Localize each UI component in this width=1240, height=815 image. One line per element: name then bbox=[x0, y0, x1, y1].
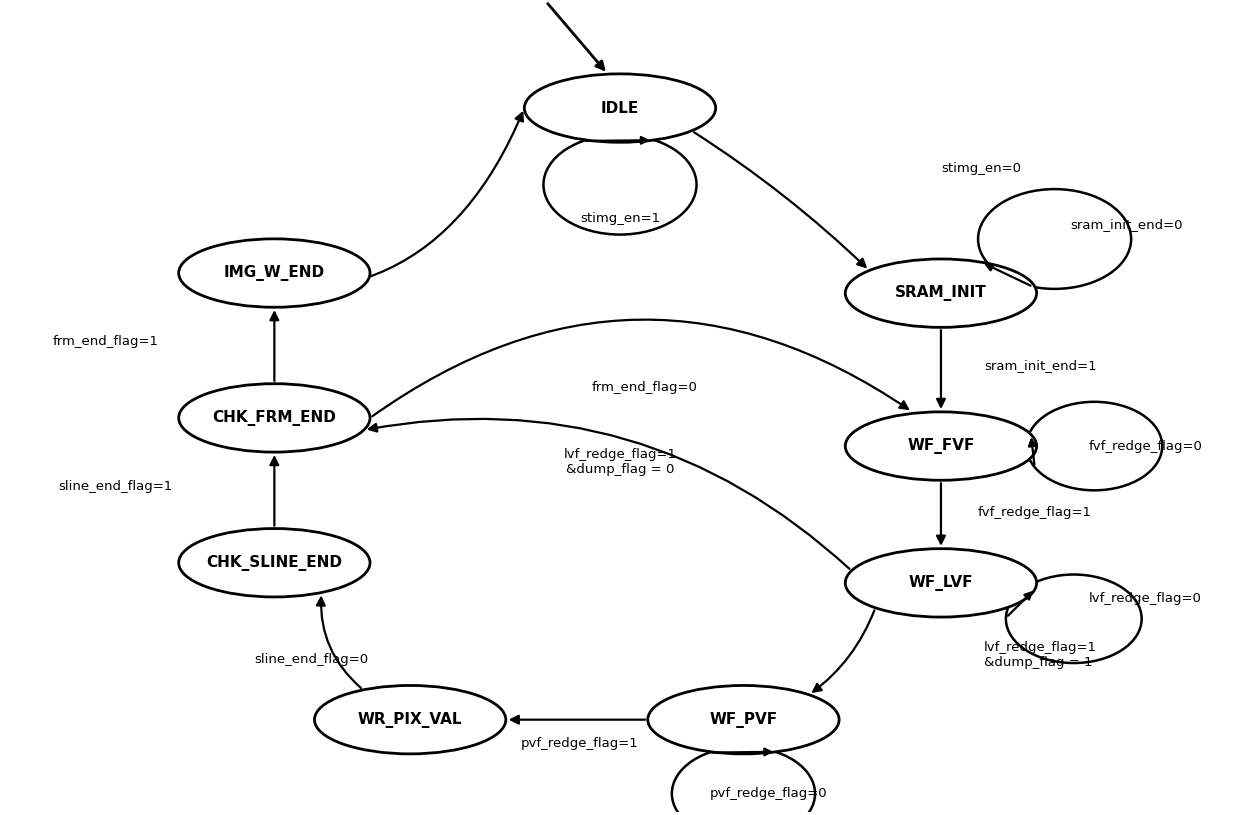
Text: frm_end_flag=1: frm_end_flag=1 bbox=[52, 335, 159, 348]
Text: frm_end_flag=0: frm_end_flag=0 bbox=[591, 381, 698, 394]
Ellipse shape bbox=[179, 239, 370, 307]
Text: sline_end_flag=0: sline_end_flag=0 bbox=[254, 653, 368, 666]
Text: fvf_redge_flag=1: fvf_redge_flag=1 bbox=[978, 505, 1092, 518]
Text: lvf_redge_flag=1
&dump_flag = 1: lvf_redge_flag=1 &dump_flag = 1 bbox=[985, 641, 1097, 669]
Text: WR_PIX_VAL: WR_PIX_VAL bbox=[358, 711, 463, 728]
Ellipse shape bbox=[647, 685, 839, 754]
Text: stimg_en=0: stimg_en=0 bbox=[941, 162, 1021, 175]
Text: sline_end_flag=1: sline_end_flag=1 bbox=[58, 480, 172, 493]
Text: lvf_redge_flag=0: lvf_redge_flag=0 bbox=[1089, 593, 1202, 606]
Text: WF_PVF: WF_PVF bbox=[709, 711, 777, 728]
Text: WF_LVF: WF_LVF bbox=[909, 575, 973, 591]
Text: CHK_SLINE_END: CHK_SLINE_END bbox=[206, 555, 342, 570]
Text: sram_init_end=0: sram_init_end=0 bbox=[1070, 218, 1183, 231]
Text: WF_FVF: WF_FVF bbox=[908, 438, 975, 454]
Text: stimg_en=1: stimg_en=1 bbox=[580, 212, 660, 225]
Text: pvf_redge_flag=1: pvf_redge_flag=1 bbox=[521, 738, 639, 751]
Ellipse shape bbox=[846, 548, 1037, 617]
Text: pvf_redge_flag=0: pvf_redge_flag=0 bbox=[709, 787, 827, 800]
Ellipse shape bbox=[179, 384, 370, 452]
Text: IDLE: IDLE bbox=[601, 100, 639, 116]
Text: fvf_redge_flag=0: fvf_redge_flag=0 bbox=[1089, 439, 1203, 452]
Ellipse shape bbox=[179, 529, 370, 597]
Text: CHK_FRM_END: CHK_FRM_END bbox=[212, 410, 336, 426]
Text: SRAM_INIT: SRAM_INIT bbox=[895, 285, 987, 302]
Ellipse shape bbox=[315, 685, 506, 754]
Text: sram_init_end=1: sram_init_end=1 bbox=[985, 359, 1097, 372]
Ellipse shape bbox=[525, 74, 715, 143]
Text: IMG_W_END: IMG_W_END bbox=[223, 265, 325, 281]
Ellipse shape bbox=[846, 412, 1037, 480]
Text: lvf_redge_flag=1
&dump_flag = 0: lvf_redge_flag=1 &dump_flag = 0 bbox=[563, 448, 677, 476]
Ellipse shape bbox=[846, 259, 1037, 328]
